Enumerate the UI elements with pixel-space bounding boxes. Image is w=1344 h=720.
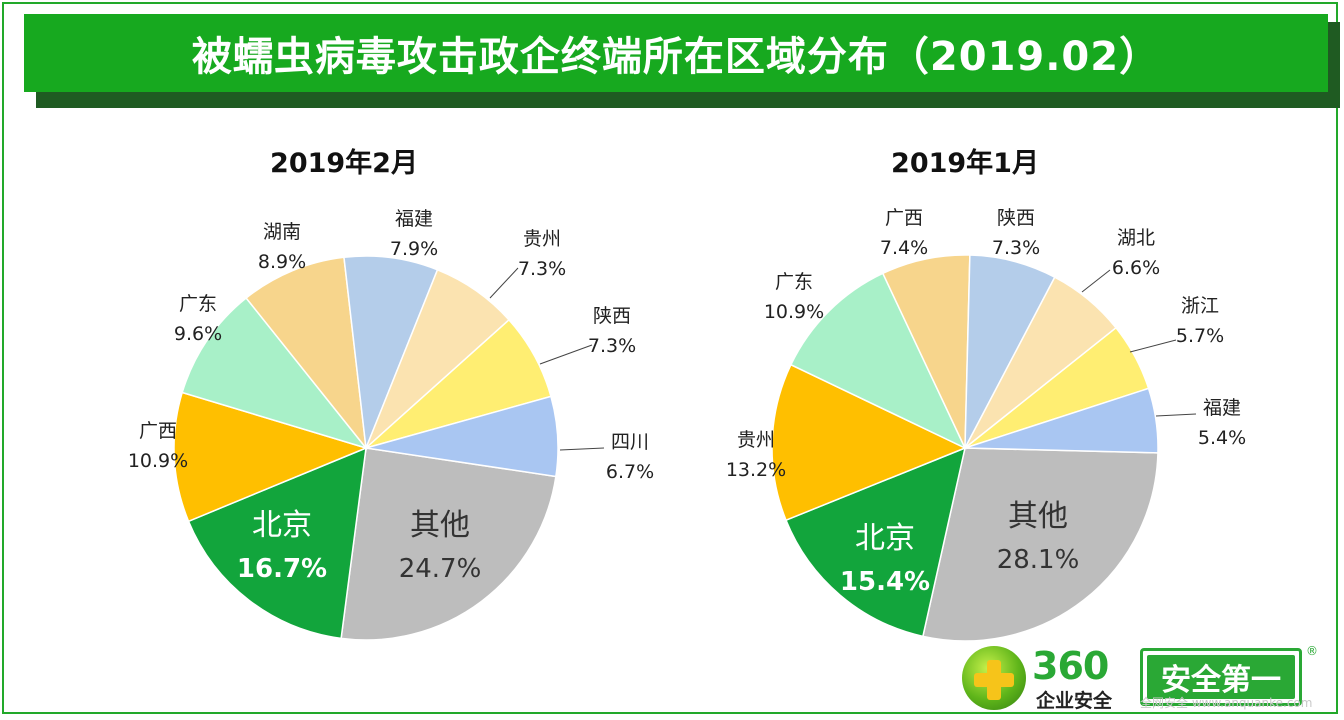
slice-name-0-0: 其他	[410, 508, 470, 543]
logo-slogan-box: 安全第一	[1140, 648, 1302, 706]
leader-line-1-7	[1129, 339, 1177, 353]
logo-registered-mark: ®	[1306, 644, 1318, 658]
leader-line-0-7	[539, 344, 593, 365]
logo-360-enterprise: 360 企业安全 安全第一 ®	[962, 644, 1318, 712]
chart-title-1: 2019年1月	[891, 147, 1039, 179]
slice-value-0-0: 24.7%	[399, 554, 482, 584]
pie-slice-1-8	[964, 387, 1159, 454]
slice-value-0-4: 8.9%	[258, 251, 306, 273]
slice-name-0-5: 福建	[395, 208, 433, 230]
pie-slice-1-1	[785, 446, 967, 638]
slice-name-1-4: 广西	[885, 207, 923, 229]
slice-name-0-6: 贵州	[523, 228, 561, 250]
slice-value-0-7: 7.3%	[588, 335, 636, 357]
slice-value-0-1: 16.7%	[237, 554, 327, 584]
pie-slice-1-2	[771, 363, 967, 522]
slice-value-0-3: 9.6%	[174, 323, 222, 345]
logo-slogan: 安全第一	[1147, 655, 1295, 699]
slice-name-0-1: 北京	[252, 508, 312, 543]
logo-plus-icon	[962, 646, 1026, 710]
slice-value-1-6: 6.6%	[1112, 257, 1160, 279]
pie-slice-0-5	[343, 255, 439, 449]
pie-slice-0-0	[340, 447, 557, 641]
slice-value-0-2: 10.9%	[128, 450, 188, 472]
slice-value-0-8: 6.7%	[606, 461, 654, 483]
chart-title-0: 2019年2月	[270, 147, 418, 179]
slice-name-1-1: 北京	[855, 521, 915, 556]
logo-number: 360	[1032, 644, 1109, 688]
logo-subtitle: 企业安全	[1036, 690, 1113, 712]
slice-name-1-5: 陕西	[997, 207, 1035, 229]
pie-slice-1-3	[789, 272, 967, 450]
pie-slice-0-1	[187, 446, 367, 640]
slice-name-0-3: 广东	[179, 293, 217, 315]
slice-value-0-5: 7.9%	[390, 238, 438, 260]
slice-name-1-8: 福建	[1203, 397, 1241, 419]
slice-value-1-4: 7.4%	[880, 237, 928, 259]
slice-name-1-0: 其他	[1008, 499, 1068, 534]
slice-name-0-7: 陕西	[593, 305, 631, 327]
slice-name-1-7: 浙江	[1181, 295, 1219, 317]
slice-value-1-5: 7.3%	[992, 237, 1040, 259]
slice-value-0-6: 7.3%	[518, 258, 566, 280]
watermark: 全网安全 www.anquanke.com	[1140, 696, 1313, 710]
slice-name-1-2: 贵州	[737, 429, 775, 451]
slice-value-1-2: 13.2%	[726, 459, 786, 481]
slice-name-1-3: 广东	[775, 271, 813, 293]
pie-slice-0-8	[365, 395, 559, 478]
leader-line-0-8	[559, 447, 605, 451]
slice-value-1-8: 5.4%	[1198, 427, 1246, 449]
leader-line-0-6	[489, 267, 519, 299]
slice-name-0-8: 四川	[611, 431, 649, 453]
title-banner: 被蠕虫病毒攻击政企终端所在区域分布（2019.02）	[24, 14, 1328, 92]
page-title: 被蠕虫病毒攻击政企终端所在区域分布（2019.02）	[191, 34, 1161, 80]
slice-name-1-6: 湖北	[1117, 227, 1155, 249]
slice-name-0-2: 广西	[139, 420, 177, 442]
leader-line-1-8	[1155, 413, 1197, 417]
slice-value-1-7: 5.7%	[1176, 325, 1224, 347]
slice-name-0-4: 湖南	[263, 221, 301, 243]
pie-slice-0-4	[245, 256, 368, 451]
pie-slice-1-0	[921, 447, 1159, 642]
leader-line-1-6	[1081, 269, 1111, 293]
slice-value-1-0: 28.1%	[997, 545, 1080, 575]
slice-value-1-3: 10.9%	[764, 301, 824, 323]
pie-slice-0-3	[181, 296, 369, 450]
slice-value-1-1: 15.4%	[840, 567, 930, 597]
pie-slice-0-2	[173, 391, 369, 523]
